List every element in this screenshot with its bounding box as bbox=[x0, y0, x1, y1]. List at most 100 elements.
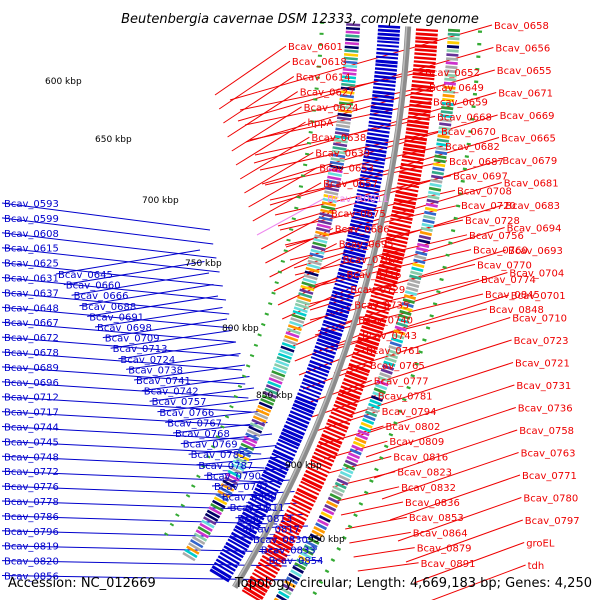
gene-label-forward: Bcav_0891 bbox=[421, 559, 476, 570]
outer-category-mark bbox=[405, 286, 419, 293]
outer-category-mark bbox=[355, 433, 369, 441]
gene-label-forward: Bcav_0848 bbox=[489, 305, 544, 316]
inner-dash-mark bbox=[274, 281, 279, 285]
outer-category-mark bbox=[305, 540, 318, 549]
forward-strand-gene bbox=[249, 575, 270, 590]
inner-category-mark bbox=[210, 503, 224, 512]
gene-label-forward: Bcav_0774 bbox=[481, 275, 536, 286]
outer-dash-mark bbox=[414, 362, 419, 366]
connector-line bbox=[1, 455, 265, 469]
outer-category-mark bbox=[411, 266, 424, 273]
connector-line bbox=[1, 247, 220, 273]
gene-label-reverse: Bcav_0811 bbox=[230, 503, 285, 514]
inner-category-mark bbox=[240, 442, 255, 451]
gene-label-reverse: Bcav_0709 bbox=[105, 334, 160, 345]
forward-strand-gene bbox=[321, 433, 343, 445]
gene-label-forward: Bcav_0694 bbox=[507, 224, 562, 235]
reverse-strand-gene bbox=[355, 196, 378, 204]
reverse-strand-gene bbox=[209, 568, 230, 583]
inner-category-mark bbox=[324, 190, 339, 196]
reverse-strand-gene bbox=[328, 301, 351, 311]
inner-category-mark bbox=[230, 463, 245, 472]
outer-category-mark bbox=[447, 32, 460, 37]
gene-label-forward: Bcav_0794 bbox=[382, 407, 437, 418]
outer-category-mark bbox=[384, 356, 397, 363]
inner-category-mark bbox=[309, 252, 324, 259]
reverse-strand-gene bbox=[217, 555, 238, 569]
inner-dash-mark bbox=[175, 513, 180, 517]
outer-category-mark bbox=[433, 162, 446, 168]
gene-label-forward: Bcav_0781 bbox=[378, 392, 433, 403]
inner-category-mark bbox=[344, 49, 359, 53]
gene-label-forward: Bcav_0601 bbox=[288, 42, 343, 53]
gene-label-forward: Bcav_0683 bbox=[505, 201, 560, 212]
connector-line bbox=[373, 429, 518, 479]
gene-label-reverse: Bcav_0631 bbox=[4, 274, 59, 285]
gene-label-reverse: Bcav_0833 bbox=[261, 546, 316, 557]
inner-category-mark bbox=[329, 164, 344, 170]
connector-line bbox=[1, 262, 223, 287]
reverse-strand-gene bbox=[282, 428, 304, 440]
outer-category-mark bbox=[446, 45, 460, 49]
outer-dash-mark bbox=[453, 216, 458, 220]
connector-line bbox=[133, 364, 246, 381]
connector-line bbox=[1, 440, 262, 455]
outer-category-mark bbox=[346, 455, 359, 463]
gene-label-reverse: Bcav_0593 bbox=[4, 199, 59, 210]
outer-dash-mark bbox=[472, 92, 478, 96]
outer-dash-mark bbox=[388, 432, 394, 437]
tick-label: 650 kbp bbox=[95, 135, 132, 145]
gene-label-forward: Bcav_0655 bbox=[497, 66, 552, 77]
outer-category-mark bbox=[443, 85, 456, 90]
gene-label-forward: Bcav_0638 bbox=[311, 133, 366, 144]
inner-category-mark bbox=[246, 429, 261, 438]
forward-strand-gene bbox=[405, 131, 428, 137]
outer-dash-mark bbox=[477, 42, 482, 46]
forward-strand-gene bbox=[284, 512, 305, 526]
inner-dash-mark bbox=[233, 394, 238, 399]
forward-strand-gene bbox=[386, 233, 409, 241]
reverse-strand-gene bbox=[364, 151, 387, 158]
reverse-strand-gene bbox=[266, 463, 288, 475]
gene-label-reverse: Bcav_0817 bbox=[245, 524, 300, 535]
inner-category-mark bbox=[344, 45, 359, 50]
inner-category-mark bbox=[340, 90, 355, 95]
connector-line bbox=[336, 486, 400, 502]
reverse-strand-gene bbox=[298, 388, 320, 399]
inner-category-mark bbox=[285, 331, 300, 339]
outer-category-mark bbox=[407, 282, 420, 289]
outer-category-mark bbox=[400, 305, 413, 312]
forward-strand-gene bbox=[282, 516, 304, 529]
reverse-strand-gene bbox=[302, 378, 325, 389]
reverse-strand-gene bbox=[362, 158, 385, 165]
forward-strand-gene bbox=[272, 533, 294, 547]
inner-dash-mark bbox=[315, 76, 320, 79]
reverse-strand-gene bbox=[347, 230, 370, 239]
inner-dash-mark bbox=[308, 131, 313, 134]
gene-label-reverse: Bcav_0796 bbox=[4, 527, 59, 538]
inner-dash-mark bbox=[196, 474, 201, 479]
reverse-strand-gene bbox=[309, 359, 331, 370]
outer-category-mark bbox=[438, 130, 451, 135]
outer-category-mark bbox=[301, 547, 314, 556]
inner-category-mark bbox=[315, 230, 330, 237]
inner-category-mark bbox=[254, 411, 269, 420]
reverse-strand-gene bbox=[283, 424, 305, 436]
forward-strand-gene bbox=[410, 95, 433, 101]
inner-category-mark bbox=[306, 263, 321, 270]
inner-category-mark bbox=[243, 435, 258, 444]
forward-strand-gene bbox=[403, 147, 426, 154]
reverse-strand-gene bbox=[249, 497, 270, 510]
reverse-strand-gene bbox=[374, 71, 397, 76]
inner-category-mark bbox=[334, 135, 349, 140]
outer-category-mark bbox=[292, 565, 304, 574]
outer-category-mark bbox=[422, 218, 435, 224]
inner-category-mark bbox=[281, 342, 296, 349]
inner-category-mark bbox=[280, 345, 295, 353]
outer-category-mark bbox=[428, 186, 442, 192]
connector-line bbox=[1, 470, 268, 483]
forward-strand-gene bbox=[361, 325, 383, 335]
forward-strand-gene bbox=[357, 336, 380, 347]
outer-category-mark bbox=[416, 246, 429, 253]
